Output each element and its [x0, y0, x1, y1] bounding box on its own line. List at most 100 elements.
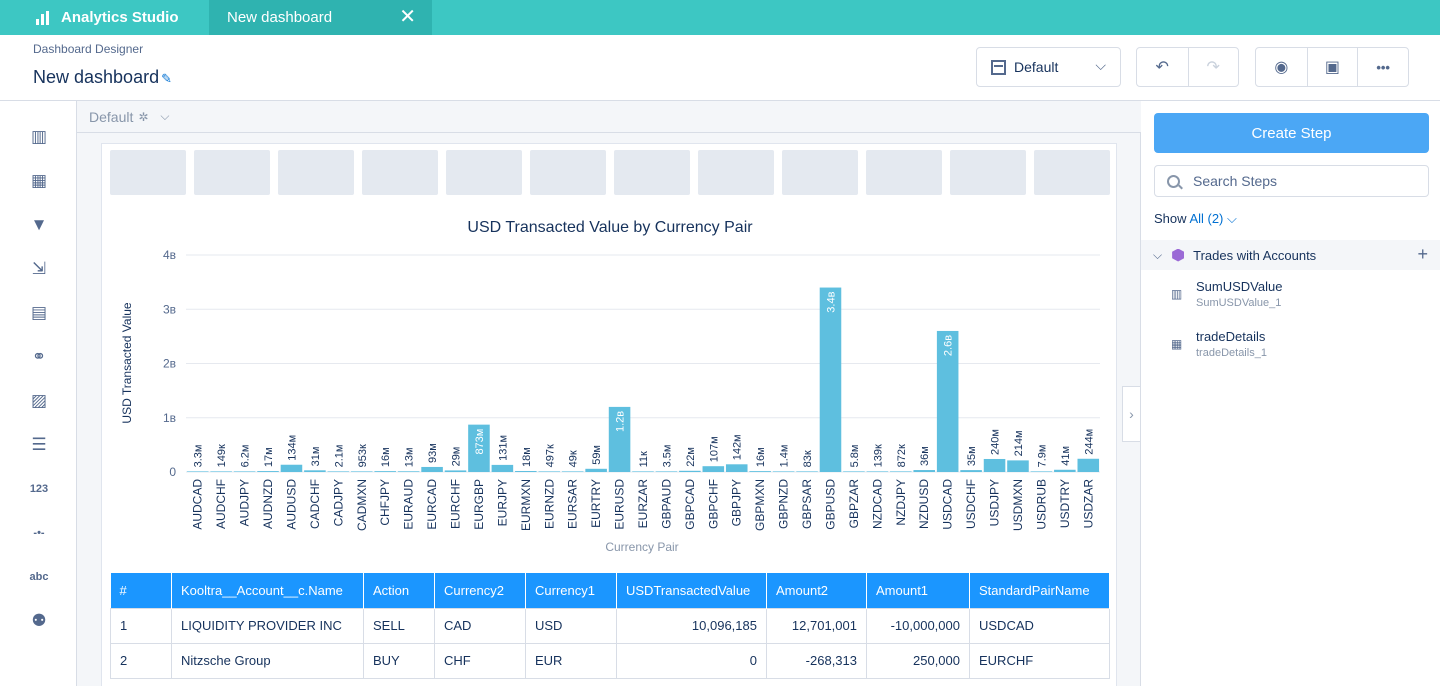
- save-button[interactable]: ▣: [1306, 48, 1358, 86]
- dataset-name: Trades with Accounts: [1193, 247, 1317, 263]
- table-row[interactable]: 2 Nitzsche Group BUY CHF EUR 0 -268,313 250,000…: [110, 642, 1110, 679]
- bar-usdjpy: [983, 458, 1006, 472]
- tab-label: New dashboard: [227, 9, 333, 26]
- placeholder-tile[interactable]: [278, 150, 354, 195]
- table-cell: CAD: [434, 607, 526, 644]
- table-cell: 2: [110, 642, 172, 679]
- column-header[interactable]: USDTransactedValue: [616, 573, 767, 608]
- chart-widget[interactable]: USD Transacted Value by Currency Pair 0 1в…: [110, 203, 1110, 567]
- x-tick-label: USDZAR: [1081, 479, 1095, 529]
- data-label-eurcad: 93м: [427, 443, 439, 463]
- placeholder-tile[interactable]: [362, 150, 438, 195]
- placeholder-tile[interactable]: [530, 150, 606, 195]
- layout-bar[interactable]: Default ✲ ⌵: [77, 101, 1141, 133]
- app-home-tab[interactable]: Analytics Studio: [0, 0, 209, 35]
- bar-audcad: [186, 471, 209, 472]
- container-widget-icon[interactable]: ⚉: [31, 611, 47, 630]
- bar-eurgbp: [468, 424, 490, 472]
- list-widget-icon[interactable]: ☰: [31, 435, 47, 454]
- dashboard-title: New dashboard: [33, 67, 160, 87]
- column-header[interactable]: Currency1: [525, 573, 617, 608]
- save-icon: ▣: [1324, 59, 1341, 76]
- table-widget-icon[interactable]: ▦: [30, 171, 48, 190]
- page-title[interactable]: New dashboard ✎: [33, 67, 172, 88]
- bar-eurzar: [632, 471, 654, 472]
- placeholder-tile[interactable]: [866, 150, 942, 195]
- x-tick-label: EURCHF: [449, 479, 463, 529]
- table-row[interactable]: 1 LIQUIDITY PROVIDER INC SELL CAD USD 10,096,…: [110, 607, 1110, 644]
- placeholder-tile[interactable]: [614, 150, 690, 195]
- date-widget-icon[interactable]: ▤: [30, 303, 48, 322]
- placeholder-tile[interactable]: [950, 150, 1026, 195]
- placeholder-tile[interactable]: [698, 150, 774, 195]
- bar-chfjpy: [374, 471, 396, 472]
- column-header[interactable]: Kooltra__Account__c.Name: [171, 573, 364, 608]
- table-cell: 1: [110, 607, 172, 644]
- preview-button[interactable]: ◉: [1256, 48, 1307, 86]
- x-tick-label: EURGBP: [472, 479, 486, 530]
- close-icon[interactable]: ✕: [399, 6, 416, 28]
- x-tick-label: EURSAR: [566, 479, 580, 529]
- placeholder-tile[interactable]: [782, 150, 858, 195]
- tab-new-dashboard[interactable]: New dashboard ✕: [209, 0, 432, 35]
- placeholder-tile[interactable]: [110, 150, 186, 195]
- x-tick-label: CADJPY: [331, 479, 345, 526]
- redo-button[interactable]: ↷: [1187, 48, 1239, 86]
- gear-icon[interactable]: ✲: [138, 109, 149, 124]
- data-label-eurtry: 59м: [591, 445, 603, 465]
- x-axis-label: Currency Pair: [605, 540, 678, 554]
- bar-usdrub: [1030, 471, 1053, 472]
- column-header[interactable]: Amount2: [766, 573, 867, 608]
- undo-button[interactable]: ↶: [1137, 48, 1188, 86]
- placeholder-tile[interactable]: [446, 150, 522, 195]
- column-header[interactable]: Currency2: [434, 573, 526, 608]
- layout-name: Default: [89, 108, 134, 125]
- data-label-gbpchf: 107м: [708, 436, 720, 462]
- chevron-down-icon[interactable]: ⌵: [1153, 247, 1163, 262]
- x-tick-label: NZDCAD: [870, 479, 884, 529]
- bar-audjpy: [233, 471, 256, 472]
- table-cell: -268,313: [766, 642, 867, 679]
- table-header-row: # Kooltra__Account__c.Name Action Currency2…: [110, 573, 1110, 608]
- y-tick-label: 4в: [163, 248, 176, 262]
- layout-select-label: Default: [1014, 59, 1059, 75]
- chart-widget-icon[interactable]: ▥: [30, 127, 48, 146]
- layout-select[interactable]: Default ⌵: [976, 47, 1121, 87]
- data-label-cadmxn: 953к: [357, 444, 369, 467]
- text-widget-icon[interactable]: abc: [29, 571, 49, 583]
- placeholder-tile[interactable]: [194, 150, 270, 195]
- filter-widget-icon[interactable]: ▼: [30, 215, 48, 234]
- bar-cadchf: [304, 470, 326, 472]
- more-button[interactable]: •••: [1357, 48, 1408, 86]
- search-steps-input[interactable]: Search Steps: [1154, 165, 1429, 197]
- column-header[interactable]: Amount1: [866, 573, 970, 608]
- link-widget-icon[interactable]: ⚭: [31, 347, 47, 366]
- eye-icon: ◉: [1274, 59, 1289, 76]
- x-tick-label: GBPMXN: [753, 479, 767, 531]
- column-header[interactable]: #: [110, 573, 172, 608]
- redo-icon: ↷: [1206, 59, 1220, 76]
- pencil-icon[interactable]: ✎: [161, 71, 172, 86]
- step-item[interactable]: ▦ tradeDetails tradeDetails_1: [1171, 329, 1421, 369]
- panel-collapse-button[interactable]: ›: [1122, 386, 1140, 442]
- chevron-down-icon[interactable]: ⌵: [160, 109, 170, 123]
- range-widget-icon[interactable]: -•-: [33, 527, 45, 539]
- action-button-group: ◉ ▣ •••: [1255, 47, 1409, 87]
- step-item[interactable]: ▥ SumUSDValue SumUSDValue_1: [1171, 279, 1421, 319]
- placeholder-tile[interactable]: [1034, 150, 1110, 195]
- create-step-button[interactable]: Create Step: [1154, 113, 1429, 153]
- x-tick-label: AUDCAD: [191, 479, 205, 530]
- add-step-icon[interactable]: +: [1417, 244, 1428, 264]
- image-widget-icon[interactable]: ▨: [30, 391, 48, 410]
- dataset-group[interactable]: ⌵ Trades with Accounts +: [1141, 240, 1440, 270]
- show-filter-dropdown[interactable]: All (2) ⌵: [1189, 211, 1237, 226]
- column-header[interactable]: StandardPairName: [969, 573, 1110, 608]
- x-tick-label: GBPNZD: [777, 479, 791, 529]
- data-label-usdjpy: 240м: [990, 429, 1002, 455]
- bar-chart-icon: ▥: [1171, 287, 1183, 301]
- column-header[interactable]: Action: [363, 573, 435, 608]
- data-label-euraud: 13м: [404, 447, 416, 467]
- number-widget-icon[interactable]: 123: [29, 483, 49, 495]
- chart-title: USD Transacted Value by Currency Pair: [467, 219, 753, 236]
- toggle-widget-icon[interactable]: ⇲: [31, 259, 47, 278]
